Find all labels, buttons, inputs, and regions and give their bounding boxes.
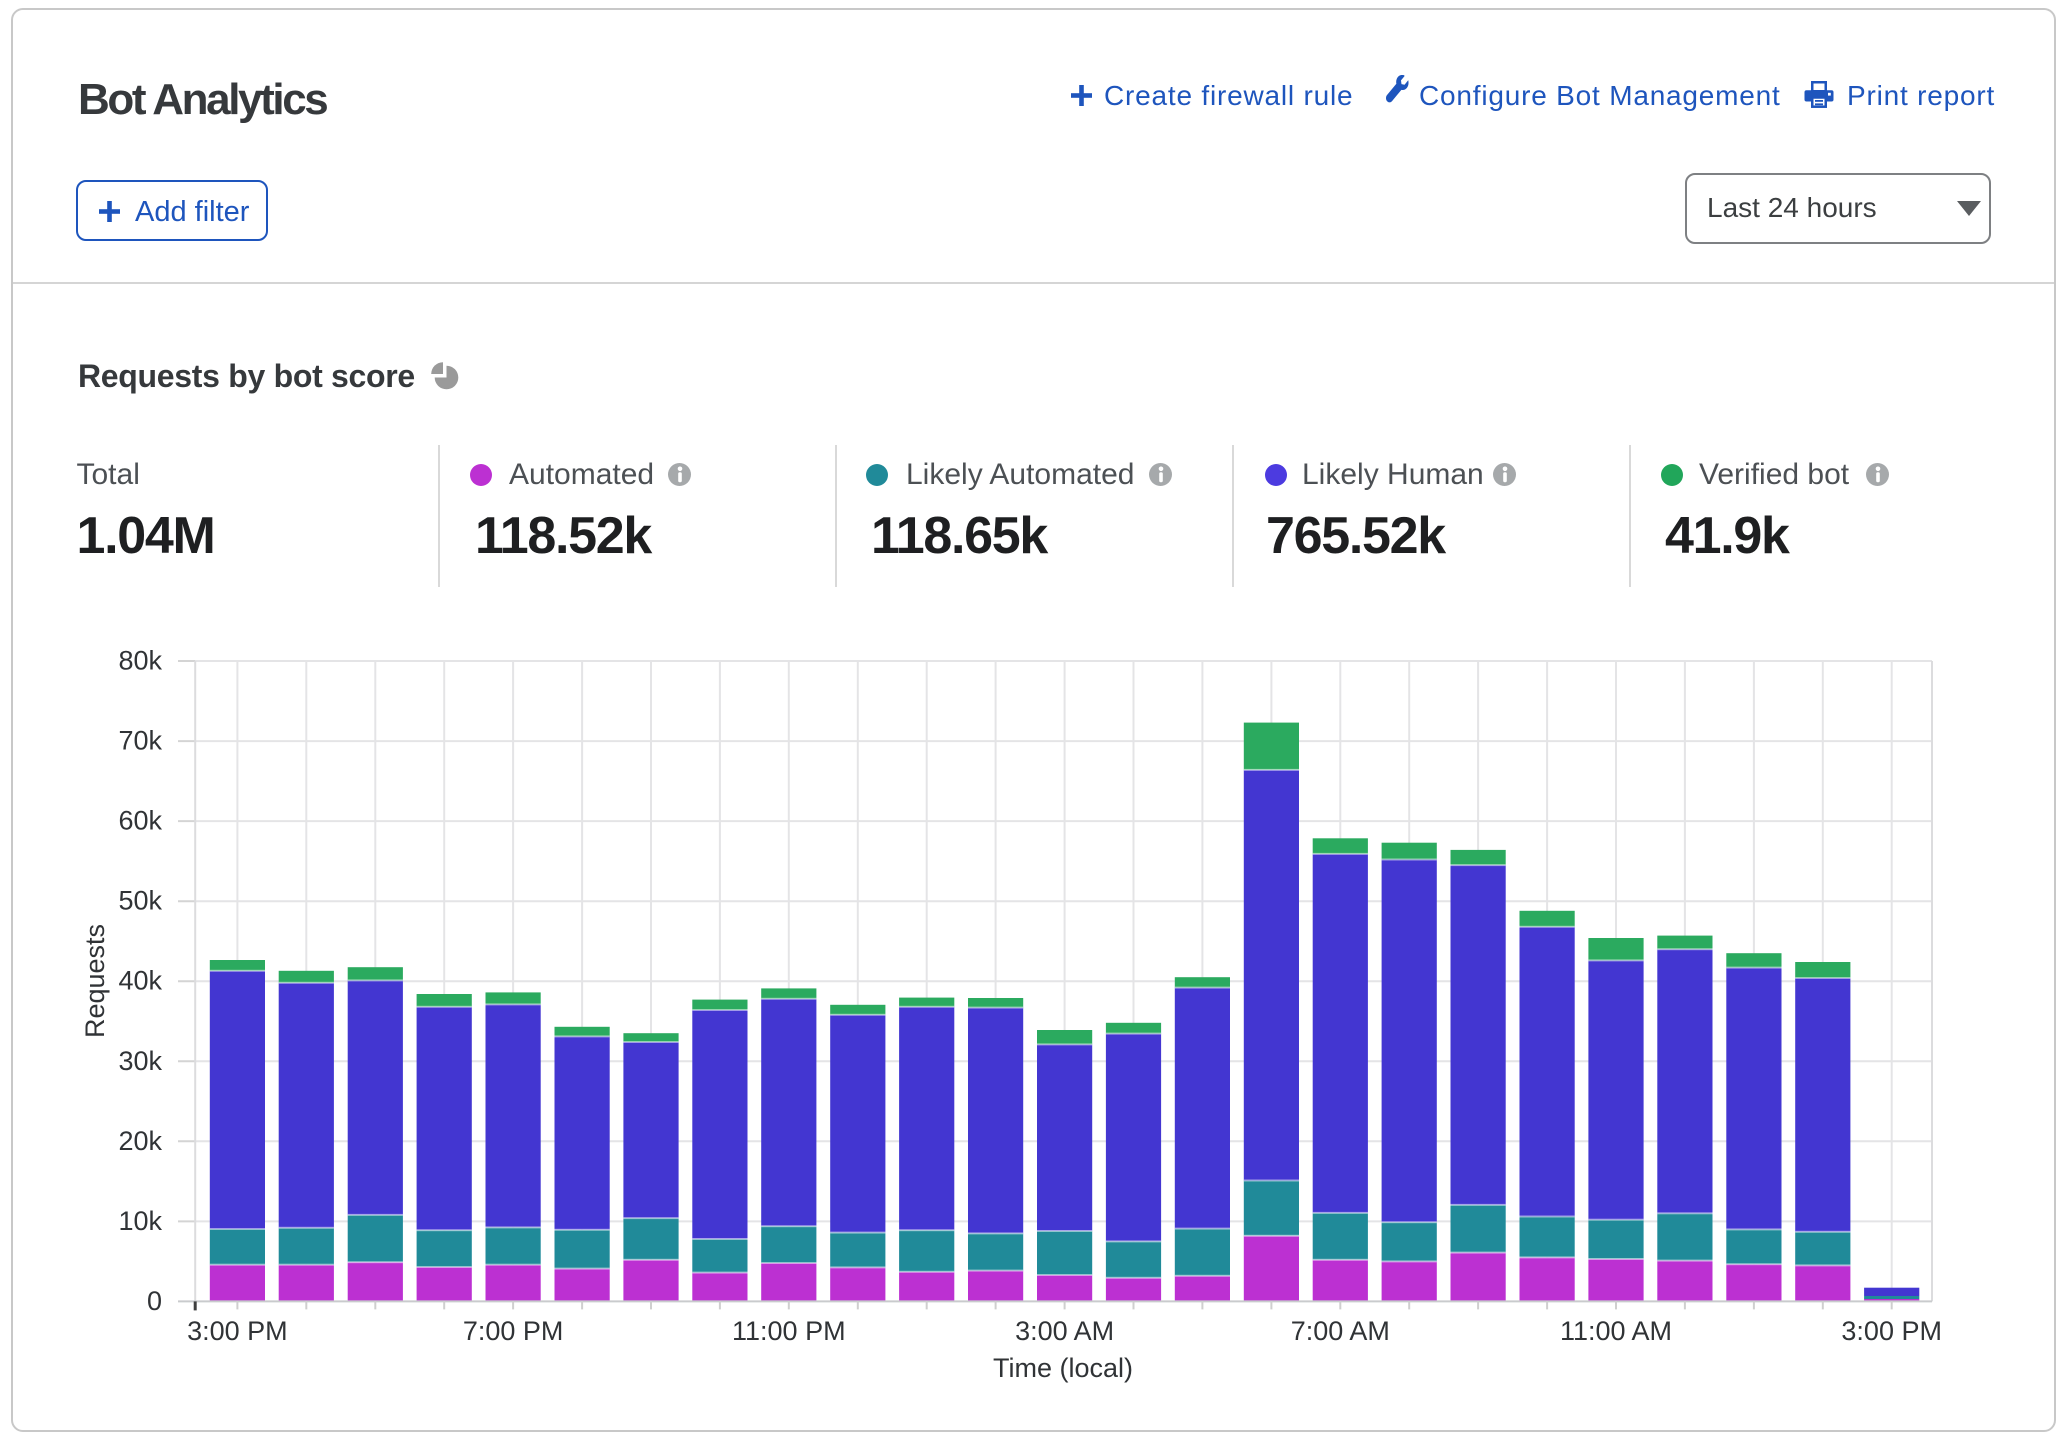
svg-text:10k: 10k — [118, 1206, 162, 1236]
svg-text:60k: 60k — [118, 806, 162, 836]
svg-text:30k: 30k — [118, 1046, 162, 1076]
svg-text:80k: 80k — [118, 646, 162, 676]
svg-text:0: 0 — [147, 1286, 162, 1316]
svg-text:50k: 50k — [118, 886, 162, 916]
svg-text:11:00 PM: 11:00 PM — [732, 1316, 846, 1346]
svg-text:3:00 AM: 3:00 AM — [1015, 1316, 1114, 1346]
svg-text:Requests: Requests — [80, 924, 110, 1038]
svg-text:40k: 40k — [118, 966, 162, 996]
svg-text:3:00 PM: 3:00 PM — [187, 1316, 288, 1346]
svg-text:7:00 PM: 7:00 PM — [463, 1316, 564, 1346]
svg-text:70k: 70k — [118, 726, 162, 756]
svg-text:Time (local): Time (local) — [993, 1353, 1133, 1383]
svg-text:11:00 AM: 11:00 AM — [1560, 1316, 1672, 1346]
svg-text:20k: 20k — [118, 1126, 162, 1156]
svg-text:7:00 AM: 7:00 AM — [1291, 1316, 1390, 1346]
svg-text:3:00 PM: 3:00 PM — [1841, 1316, 1942, 1346]
